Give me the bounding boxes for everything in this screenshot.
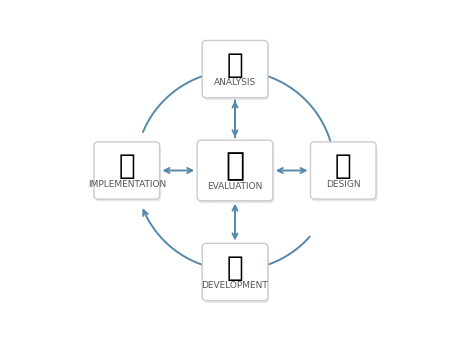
Text: EVALUATION: EVALUATION [207,182,263,191]
FancyBboxPatch shape [198,143,274,203]
Text: DESIGN: DESIGN [326,180,360,189]
Text: 🔍: 🔍 [227,51,243,79]
FancyBboxPatch shape [204,43,269,100]
FancyBboxPatch shape [197,140,273,201]
Text: 🔧: 🔧 [227,254,243,282]
FancyBboxPatch shape [312,144,377,202]
FancyBboxPatch shape [204,246,269,303]
Text: ANALYSIS: ANALYSIS [214,78,256,87]
FancyBboxPatch shape [202,243,268,300]
Text: 📋: 📋 [226,151,244,182]
Text: DEVELOPMENT: DEVELOPMENT [202,281,268,291]
Text: IMPLEMENTATION: IMPLEMENTATION [87,180,166,189]
FancyBboxPatch shape [95,144,161,202]
Text: 📝: 📝 [335,152,352,180]
FancyBboxPatch shape [310,142,376,199]
FancyBboxPatch shape [94,142,160,199]
Text: 📦: 📦 [118,152,135,180]
FancyBboxPatch shape [202,41,268,98]
